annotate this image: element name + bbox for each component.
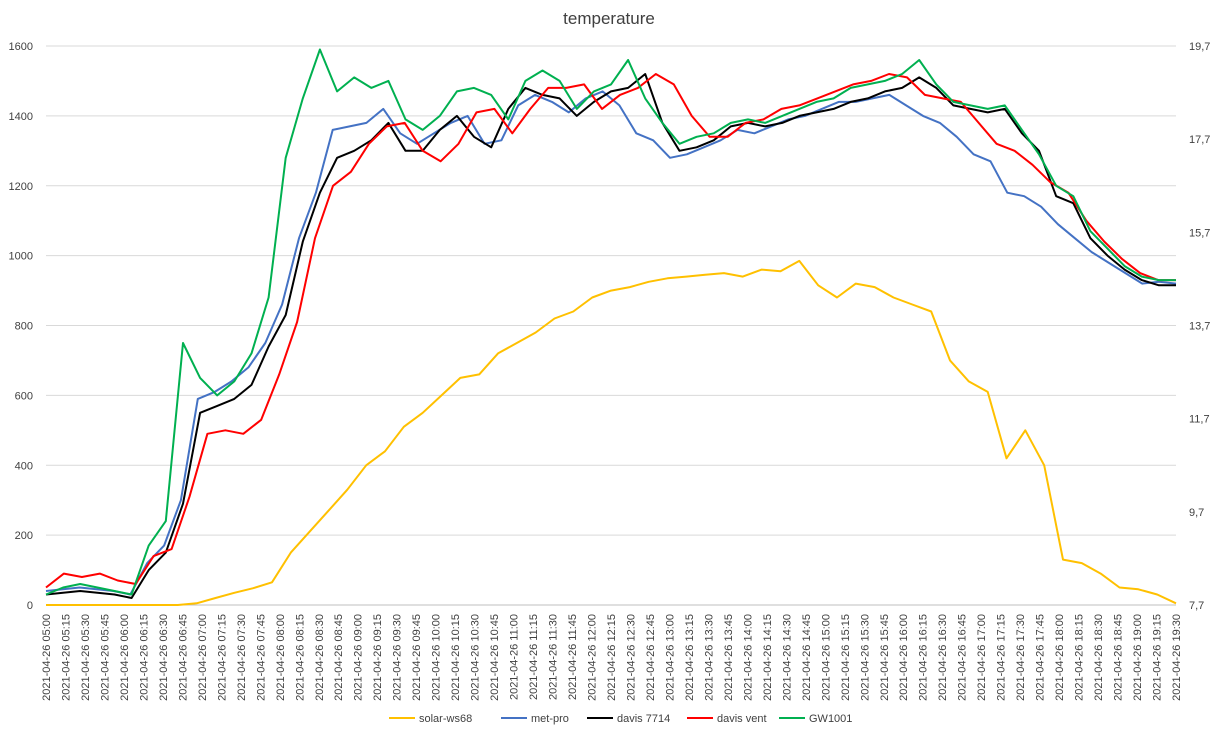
x-tick-label: 2021-04-26 11:00 [509,614,521,700]
y-left-tick-label: 1400 [9,111,33,123]
x-tick-label: 2021-04-26 07:00 [197,614,209,701]
x-tick-label: 2021-04-26 18:15 [1074,614,1086,701]
x-tick-label: 2021-04-26 11:30 [548,614,560,700]
legend-label: davis vent [717,713,767,725]
x-tick-label: 2021-04-26 12:15 [606,614,618,701]
x-tick-label: 2021-04-26 09:30 [392,614,404,701]
x-tick-label: 2021-04-26 14:45 [801,614,813,701]
y-left-tick-label: 0 [27,600,33,612]
y-left-tick-label: 400 [15,460,33,472]
x-tick-label: 2021-04-26 16:45 [957,614,969,701]
x-tick-label: 2021-04-26 15:30 [859,614,871,701]
x-tick-label: 2021-04-26 17:15 [996,614,1008,701]
y-right-tick-label: 15,7 [1189,227,1210,239]
x-tick-label: 2021-04-26 18:45 [1113,614,1125,701]
legend-label: davis 7714 [617,713,670,725]
series-line-met-pro [45,90,1177,596]
series-line-solar-ws68 [46,259,1177,606]
x-tick-label: 2021-04-26 09:00 [353,614,365,701]
x-tick-label: 2021-04-26 18:30 [1093,614,1105,701]
series-line-davis-7714 [45,73,1176,599]
x-tick-label: 2021-04-26 10:30 [470,614,482,701]
x-tick-label: 2021-04-26 08:45 [333,614,345,701]
x-tick-label: 2021-04-26 19:15 [1152,614,1164,701]
x-tick-label: 2021-04-26 19:00 [1132,614,1144,701]
y-left-tick-label: 1600 [9,41,33,53]
x-tick-label: 2021-04-26 13:45 [723,614,735,701]
x-tick-label: 2021-04-26 06:30 [158,614,170,701]
x-tick-label: 2021-04-26 15:45 [879,614,891,701]
x-tick-label: 2021-04-26 14:00 [742,614,754,701]
x-tick-label: 2021-04-26 11:15 [528,614,540,700]
y-left-tick-label: 1000 [9,251,33,263]
x-tick-label: 2021-04-26 17:00 [976,614,988,701]
legend-label: met-pro [531,713,569,725]
x-tick-label: 2021-04-26 05:00 [41,614,53,701]
x-tick-label: 2021-04-26 09:15 [372,614,384,701]
series-lines [45,48,1177,606]
x-tick-label: 2021-04-26 13:30 [703,614,715,701]
x-tick-label: 2021-04-26 12:00 [587,614,599,701]
x-tick-label: 2021-04-26 18:00 [1054,614,1066,701]
x-tick-label: 2021-04-26 07:30 [236,614,248,701]
x-axis-ticks: 2021-04-26 05:00 2021-04-26 05:15 2021-04-… [41,614,1183,701]
x-tick-label: 2021-04-26 08:00 [275,614,287,701]
x-tick-label: 2021-04-26 05:30 [80,614,92,701]
x-tick-label: 2021-04-26 08:30 [314,614,326,701]
x-tick-label: 2021-04-26 07:15 [216,614,228,701]
x-tick-label: 2021-04-26 05:45 [99,614,111,701]
x-tick-label: 2021-04-26 10:45 [489,614,501,701]
y-right-tick-label: 9,7 [1189,507,1204,519]
x-tick-label: 2021-04-26 15:15 [840,614,852,701]
x-tick-label: 2021-04-26 06:15 [138,614,150,701]
x-tick-label: 2021-04-26 06:00 [119,614,131,701]
series-line-GW1001 [45,48,1176,596]
x-tick-label: 2021-04-26 11:45 [567,614,579,700]
legend-label: solar-ws68 [419,713,472,725]
x-tick-label: 2021-04-26 10:00 [431,614,443,701]
x-tick-label: 2021-04-26 17:45 [1035,614,1047,701]
x-tick-label: 2021-04-26 16:30 [937,614,949,701]
legend-label: GW1001 [809,713,852,725]
x-tick-label: 2021-04-26 16:15 [918,614,930,701]
x-tick-label: 2021-04-26 19:30 [1171,614,1183,701]
x-tick-label: 2021-04-26 14:15 [762,614,774,701]
gridlines [46,45,1176,606]
x-tick-label: 2021-04-26 17:30 [1015,614,1027,701]
legend: solar-ws68 met-pro davis 7714 davis vent GW1… [389,713,852,725]
right-axis-ticks: 7,7 9,7 11,7 13,7 15,7 17,7 19,7 [1189,41,1210,612]
y-right-tick-label: 17,7 [1189,134,1210,146]
x-tick-label: 2021-04-26 12:45 [645,614,657,701]
x-tick-label: 2021-04-26 12:30 [625,614,637,701]
x-tick-label: 2021-04-26 07:45 [255,614,267,701]
x-tick-label: 2021-04-26 14:30 [781,614,793,701]
x-tick-label: 2021-04-26 16:00 [898,614,910,701]
x-tick-label: 2021-04-26 15:00 [820,614,832,701]
y-right-tick-label: 11,7 [1189,414,1210,426]
chart-title: temperature [563,9,655,28]
y-left-tick-label: 200 [15,530,33,542]
x-tick-label: 2021-04-26 05:15 [60,614,72,701]
y-left-tick-label: 800 [15,321,33,333]
x-tick-label: 2021-04-26 06:45 [177,614,189,701]
y-right-tick-label: 19,7 [1189,41,1210,53]
x-tick-label: 2021-04-26 13:15 [684,614,696,701]
y-right-tick-label: 13,7 [1189,321,1210,333]
y-left-tick-label: 600 [15,390,33,402]
x-tick-label: 2021-04-26 09:45 [411,614,423,701]
y-left-tick-label: 1200 [9,181,33,193]
left-axis-ticks: 0 200 400 600 800 1000 1200 1400 1600 [9,41,33,612]
series-line-davis-vent [45,73,1176,589]
x-tick-label: 2021-04-26 08:15 [294,614,306,701]
y-right-tick-label: 7,7 [1189,600,1204,612]
x-tick-label: 2021-04-26 13:00 [664,614,676,701]
x-tick-label: 2021-04-26 10:15 [450,614,462,701]
